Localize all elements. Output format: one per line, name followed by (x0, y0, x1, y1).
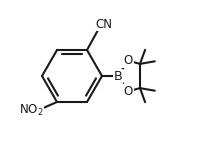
Text: O: O (123, 54, 133, 67)
Text: CN: CN (95, 18, 112, 30)
Text: NO$_2$: NO$_2$ (19, 102, 43, 118)
Text: B: B (114, 70, 122, 82)
Text: O: O (123, 85, 133, 98)
